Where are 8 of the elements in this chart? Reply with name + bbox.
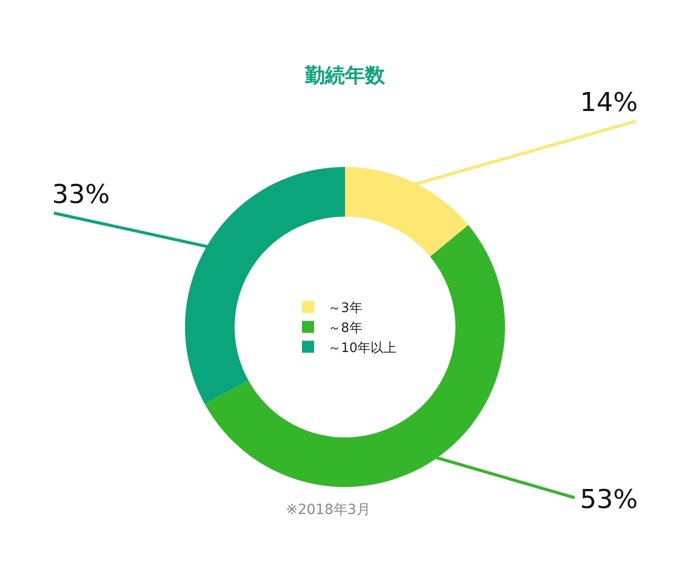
data-label: 33% [52,180,110,210]
legend-label: ～10年以上 [328,340,397,356]
chart-title: 勤続年数 [304,63,386,87]
data-label: 14% [580,88,638,118]
legend-label: ～3年 [328,301,362,316]
data-label: 53% [580,485,638,515]
text: ※2018年3月 [286,502,370,518]
legend-label: ～8年 [328,320,362,336]
